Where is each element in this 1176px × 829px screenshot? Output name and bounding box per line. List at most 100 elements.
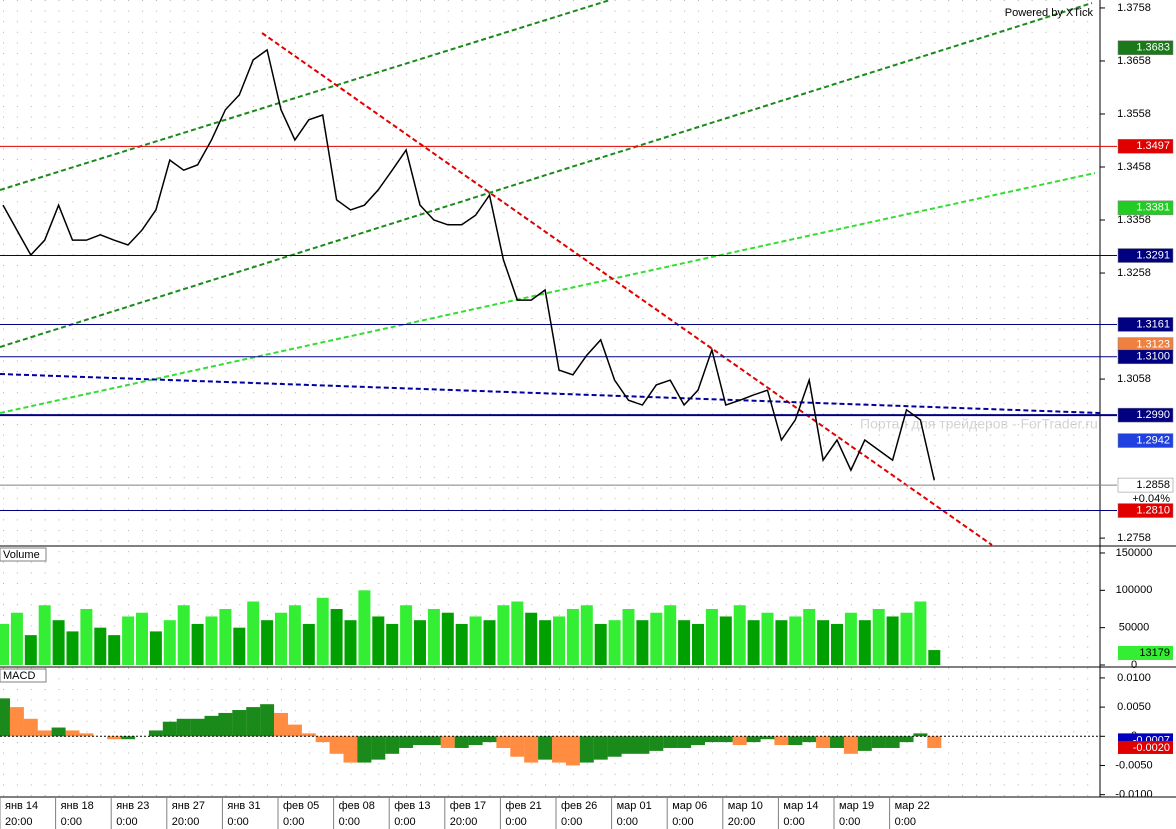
- macd-bar: [468, 736, 483, 746]
- level-label: 1.3100: [1136, 351, 1170, 363]
- volume-bar: [10, 612, 23, 665]
- macd-bar: [482, 736, 497, 743]
- y-tick-label: 1.2758: [1117, 532, 1151, 544]
- macd-bar: [552, 736, 566, 763]
- macd-bar: [746, 736, 761, 743]
- macd-bar: [413, 736, 427, 746]
- macd-bar: [732, 736, 747, 746]
- watermark: Портал для трейдеров - ForTrader.ru: [860, 416, 1098, 432]
- volume-bar: [24, 635, 37, 665]
- y-tick-label: 1.3658: [1117, 55, 1151, 67]
- macd-bar: [343, 736, 358, 763]
- macd-bar: [871, 736, 886, 748]
- x-tick-label: янв 31: [227, 800, 260, 812]
- grid-dots: [0, 0, 1100, 797]
- volume-bar: [775, 620, 788, 665]
- level-box: [1117, 200, 1174, 216]
- volume-bar: [149, 631, 162, 665]
- y-tick-label: 1.3258: [1117, 267, 1151, 279]
- macd-bar: [899, 736, 914, 743]
- x-tick-label: янв 27: [172, 800, 205, 812]
- y-tick-label: 0: [1131, 659, 1137, 671]
- macd-bar: [927, 736, 942, 748]
- y-tick-label: 50000: [1119, 622, 1150, 634]
- macd-bar: [579, 736, 594, 763]
- macd-bar: [301, 733, 316, 737]
- x-time-label: 0:00: [783, 816, 804, 828]
- macd-bar: [843, 736, 858, 754]
- volume-bar: [302, 623, 315, 665]
- y-tick-label: -0.0050: [1115, 759, 1152, 771]
- volume-bar: [594, 623, 607, 665]
- x-time-label: 20:00: [5, 816, 33, 828]
- macd-bar: [816, 736, 831, 748]
- volume-bar: [0, 623, 9, 665]
- level-box: [1117, 139, 1174, 154]
- level-label: 1.3161: [1136, 318, 1170, 330]
- macd-bar: [232, 710, 247, 737]
- volume-bar: [483, 620, 496, 665]
- volume-bar: [539, 620, 552, 665]
- volume-bar: [136, 612, 148, 665]
- level-box: [1118, 740, 1173, 754]
- level-label: 1.2942: [1136, 434, 1170, 446]
- x-tick-label: мар 01: [617, 800, 652, 812]
- y-tick-label: 100000: [1116, 584, 1153, 596]
- volume-bar: [678, 620, 691, 665]
- volume-bar: [705, 608, 718, 665]
- volume-bar: [386, 623, 399, 665]
- level-box: [1117, 477, 1174, 493]
- macd-bar: [524, 736, 539, 763]
- x-time-label: 0:00: [672, 816, 693, 828]
- macd-bar: [440, 736, 455, 748]
- macd-bar: [371, 736, 386, 760]
- y-tick-label: 1.3458: [1117, 161, 1151, 173]
- x-time-label: 0:00: [839, 816, 860, 828]
- macd-bar: [913, 733, 928, 737]
- y-tick-label: 1.3358: [1117, 214, 1151, 226]
- macd-bar: [635, 736, 650, 754]
- volume-bar: [511, 601, 524, 665]
- macd-bar: [607, 736, 622, 757]
- trend-line: [0, 2, 1093, 348]
- volume-box: [1118, 646, 1173, 660]
- macd-bar: [565, 736, 580, 766]
- volume-bar: [789, 616, 802, 665]
- macd-bar: [663, 736, 678, 748]
- volume-bar: [928, 650, 941, 665]
- macd-bar: [385, 736, 400, 754]
- level-label: 1.3123: [1136, 339, 1170, 351]
- volume-bar: [525, 612, 538, 665]
- macd-bar: [0, 698, 10, 737]
- macd-bar: [802, 736, 817, 743]
- volume-bar: [372, 616, 385, 665]
- volume-bar: [38, 605, 51, 665]
- x-time-label: 0:00: [505, 816, 526, 828]
- macd-bar: [830, 736, 844, 748]
- volume-bar: [122, 616, 135, 665]
- volume-bar: [427, 608, 440, 665]
- x-tick-label: янв 23: [116, 800, 149, 812]
- trend-line: [0, 0, 611, 191]
- volume-bar: [844, 612, 857, 665]
- level-box: [1117, 248, 1174, 263]
- level-label: 1.3683: [1136, 42, 1170, 54]
- volume-label: 13179: [1139, 647, 1170, 659]
- trend-line: [0, 172, 1096, 414]
- volume-bar: [191, 623, 204, 665]
- x-time-label: 20:00: [728, 816, 756, 828]
- volume-bar: [608, 620, 621, 665]
- macd-bar: [176, 718, 191, 737]
- x-time-label: 0:00: [227, 816, 248, 828]
- volume-bar: [747, 620, 760, 665]
- macd-bar: [329, 736, 344, 754]
- macd-bar: [621, 736, 636, 754]
- macd-bar: [788, 736, 803, 746]
- volume-bar: [733, 605, 746, 665]
- x-time-label: 0:00: [895, 816, 916, 828]
- x-time-label: 0:00: [283, 816, 304, 828]
- y-tick-label: 150000: [1116, 547, 1153, 559]
- x-tick-label: фев 13: [394, 800, 430, 812]
- volume-bar: [441, 612, 454, 665]
- volume-bar: [455, 623, 468, 665]
